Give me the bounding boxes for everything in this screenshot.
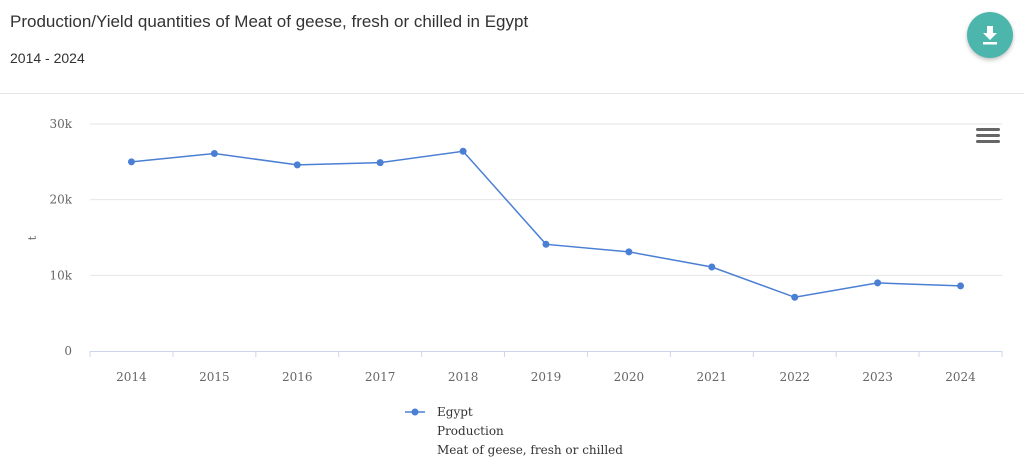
chart-menu-button[interactable]: [976, 128, 1000, 148]
legend-label-line-3: Meat of geese, fresh or chilled: [437, 443, 623, 457]
x-tick-label: 2014: [116, 370, 147, 384]
y-axis-ticks: 0 10k 20k 30k: [49, 117, 72, 358]
data-point-2017[interactable]: [376, 159, 384, 167]
data-point-2019[interactable]: [542, 240, 550, 248]
y-tick-label: 30k: [49, 117, 72, 131]
legend[interactable]: Egypt Production Meat of geese, fresh or…: [405, 405, 623, 457]
series-egypt[interactable]: [127, 147, 965, 301]
y-tick-label: 0: [64, 344, 72, 358]
chart-title: Production/Yield quantities of Meat of g…: [10, 12, 529, 31]
data-point-2022[interactable]: [791, 293, 799, 301]
download-icon: [983, 26, 997, 45]
grid-lines: [90, 123, 1002, 276]
x-tick-label: 2019: [531, 370, 562, 384]
x-tick-label: 2023: [862, 370, 893, 384]
x-tick-label: 2018: [448, 370, 479, 384]
x-tick-label: 2016: [282, 370, 313, 384]
chart-subtitle: 2014 - 2024: [10, 50, 85, 66]
data-point-2015[interactable]: [210, 150, 218, 158]
download-button[interactable]: [967, 12, 1013, 58]
x-tick-label: 2015: [199, 370, 230, 384]
data-point-2018[interactable]: [459, 147, 467, 155]
legend-marker-symbol: [411, 408, 419, 416]
x-tick-label: 2021: [697, 370, 728, 384]
y-tick-label: 20k: [49, 193, 72, 207]
data-point-2014[interactable]: [127, 158, 135, 166]
data-point-2023[interactable]: [874, 279, 882, 287]
x-tick-label: 2024: [945, 370, 976, 384]
x-axis-ticks: 2014 2015 2016 2017 2018 2019 2020 2021 2022 2023…: [89, 351, 1003, 384]
x-tick-label: 2020: [614, 370, 645, 384]
x-tick-label: 2022: [779, 370, 810, 384]
header-divider: [0, 93, 1024, 94]
y-tick-label: 10k: [49, 268, 72, 282]
data-point-2021[interactable]: [708, 263, 716, 271]
legend-label-line-2: Production: [437, 424, 504, 438]
data-point-2024[interactable]: [957, 282, 965, 290]
data-point-2016[interactable]: [293, 161, 301, 169]
legend-label-line-1: Egypt: [437, 405, 473, 419]
data-point-2020[interactable]: [625, 248, 633, 256]
y-axis-label: t: [26, 235, 39, 240]
x-tick-label: 2017: [365, 370, 396, 384]
hamburger-menu-icon: [976, 128, 1000, 131]
